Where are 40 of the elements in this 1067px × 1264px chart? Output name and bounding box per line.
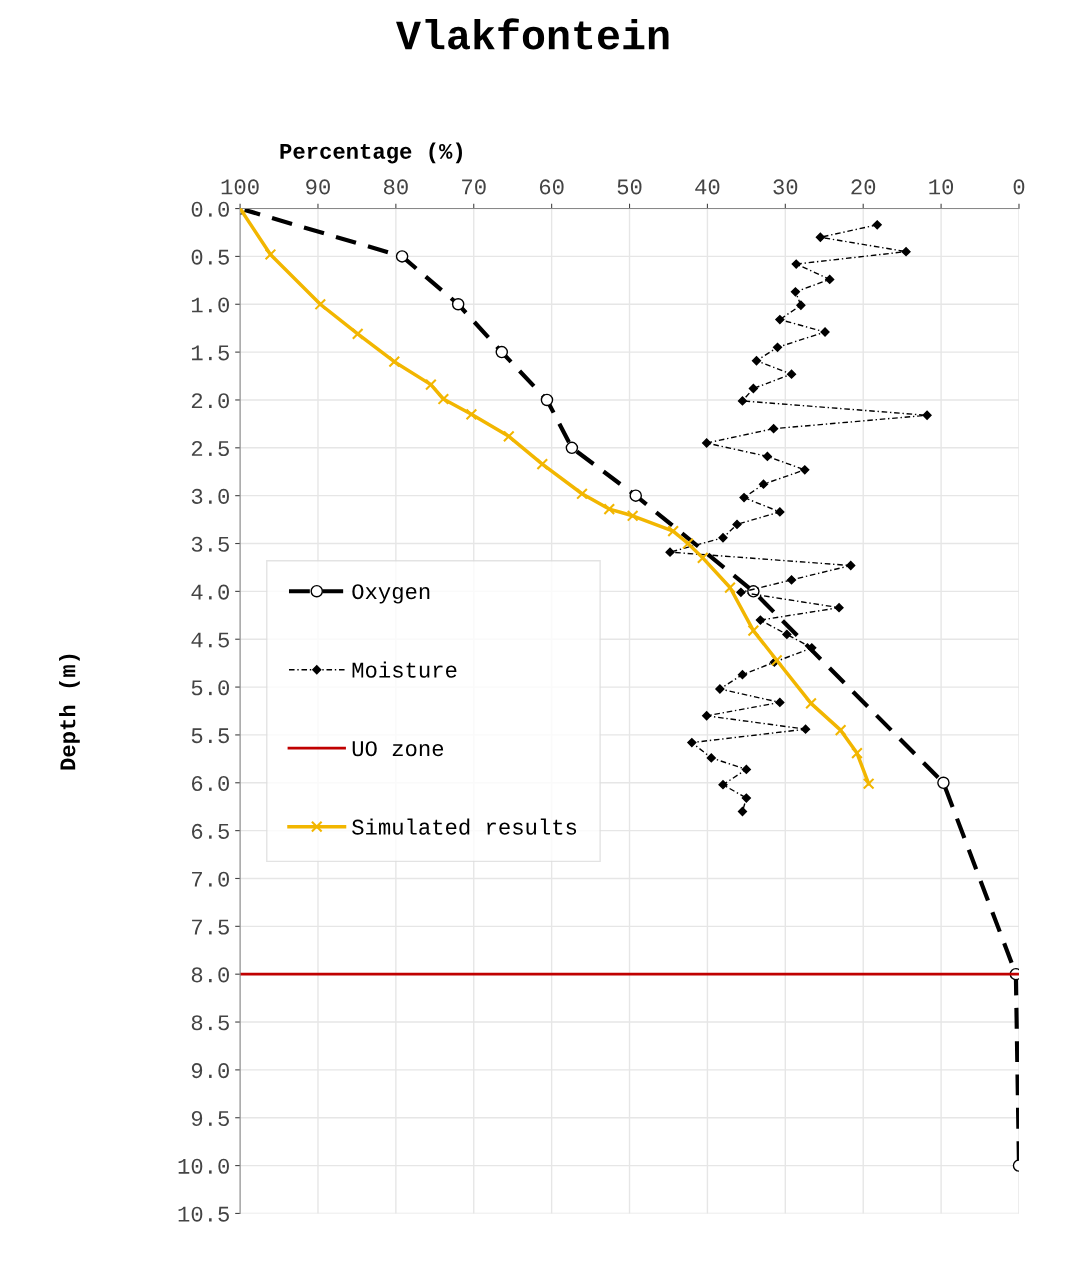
y-axis-title: Depth (m) xyxy=(59,654,80,770)
x-tick-label: 30 xyxy=(773,179,798,195)
y-tick-label: 10.0 xyxy=(178,1158,229,1174)
legend-label: Simulated results xyxy=(352,818,577,835)
y-tick-label: 2.0 xyxy=(191,393,229,409)
y-tick-label: 3.5 xyxy=(191,536,229,552)
y-tick-label: 0.0 xyxy=(191,201,229,217)
y-tick-label: 8.0 xyxy=(191,967,229,983)
x-tick-label: 90 xyxy=(306,179,330,195)
y-tick-label: 0.5 xyxy=(191,249,229,265)
y-tick-label: 9.5 xyxy=(191,1110,229,1127)
x-tick-label: 100 xyxy=(221,179,259,195)
x-tick-label: 60 xyxy=(539,179,564,195)
x-tick-label: 80 xyxy=(383,179,408,195)
x-tick-label: 50 xyxy=(617,179,642,195)
x-tick-label: 0 xyxy=(1013,179,1025,195)
x-axis-title: Percentage (%) xyxy=(280,142,462,164)
y-tick-label: 5.5 xyxy=(191,728,229,744)
x-tick-label: 10 xyxy=(929,179,954,195)
legend-label: Oxygen xyxy=(352,584,430,604)
y-tick-label: 6.5 xyxy=(191,823,229,839)
y-tick-label: 5.0 xyxy=(191,680,229,696)
legend-label: Moisture xyxy=(352,661,457,678)
y-tick-label: 4.5 xyxy=(191,632,229,648)
y-tick-label: 2.5 xyxy=(191,441,229,457)
x-tick-label: 70 xyxy=(462,179,486,195)
y-tick-label: 8.5 xyxy=(191,1015,229,1031)
y-tick-label: 10.5 xyxy=(178,1206,229,1222)
y-tick-label: 7.5 xyxy=(192,919,229,935)
y-tick-label: 6.0 xyxy=(191,775,229,792)
y-tick-label: 9.0 xyxy=(191,1063,229,1079)
legend-label: UO zone xyxy=(352,741,444,757)
chart-title: Vlakfontein xyxy=(396,18,669,50)
y-tick-label: 1.5 xyxy=(191,345,229,361)
y-tick-label: 7.0 xyxy=(192,871,229,887)
y-tick-label: 4.0 xyxy=(191,584,229,600)
y-tick-label: 1.0 xyxy=(191,297,229,313)
x-tick-label: 20 xyxy=(851,179,876,195)
x-tick-label: 40 xyxy=(695,179,720,195)
y-tick-label: 3.0 xyxy=(191,488,229,504)
